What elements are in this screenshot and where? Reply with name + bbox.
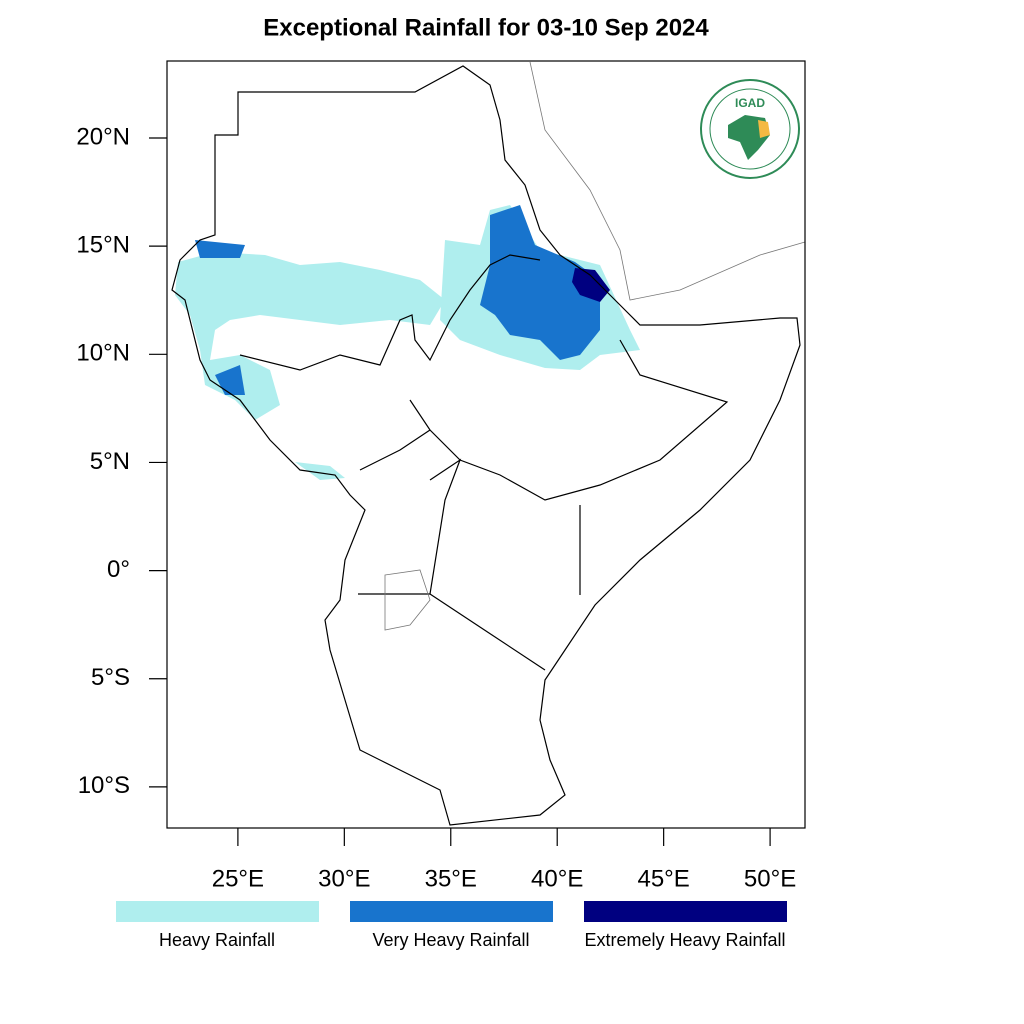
lake-outline [384,569,431,631]
y-tick-label: 10°S [78,772,130,799]
border [358,458,462,595]
logo-ring [709,88,791,170]
border [239,254,541,371]
legend-swatch [116,901,319,922]
x-tick-label: 45°E [637,865,689,892]
sea-outline [529,61,806,301]
border [359,429,431,471]
y-tick-label: 0° [107,556,130,583]
x-tick-label: 30°E [318,865,370,892]
rainfall-extreme [572,268,610,302]
y-tick-label: 10°N [76,340,130,367]
sea-lines [384,61,806,631]
rainfall-area [572,268,610,302]
logo: IGAD [700,79,800,179]
rainfall-area [295,462,345,480]
x-tick-label: 50°E [744,865,796,892]
logo-region [758,120,770,138]
y-tick-label: 5°S [91,664,130,691]
border [429,593,546,671]
y-tick-label: 5°N [90,448,130,475]
rainfall-area [480,205,600,360]
legend-swatch [350,901,553,922]
y-tick-label: 15°N [76,231,130,258]
legend-label: Very Heavy Rainfall [372,930,529,950]
legend-label: Extremely Heavy Rainfall [584,930,785,950]
rainfall-area [195,240,245,258]
border [409,339,729,501]
x-tick-label: 40°E [531,865,583,892]
map-title: Exceptional Rainfall for 03-10 Sep 2024 [263,14,709,41]
coastline [171,65,801,826]
rainfall-very-heavy [195,205,600,395]
logo-text: IGAD [735,96,765,110]
x-tick-label: 35°E [425,865,477,892]
legend-label: Heavy Rainfall [159,930,275,950]
x-tick-label: 25°E [212,865,264,892]
rainfall-area [175,252,445,420]
borders [171,65,801,826]
y-tick-label: 20°N [76,123,130,150]
legend-swatch [584,901,787,922]
rainfall-area [215,365,245,395]
map-frame [166,60,806,829]
